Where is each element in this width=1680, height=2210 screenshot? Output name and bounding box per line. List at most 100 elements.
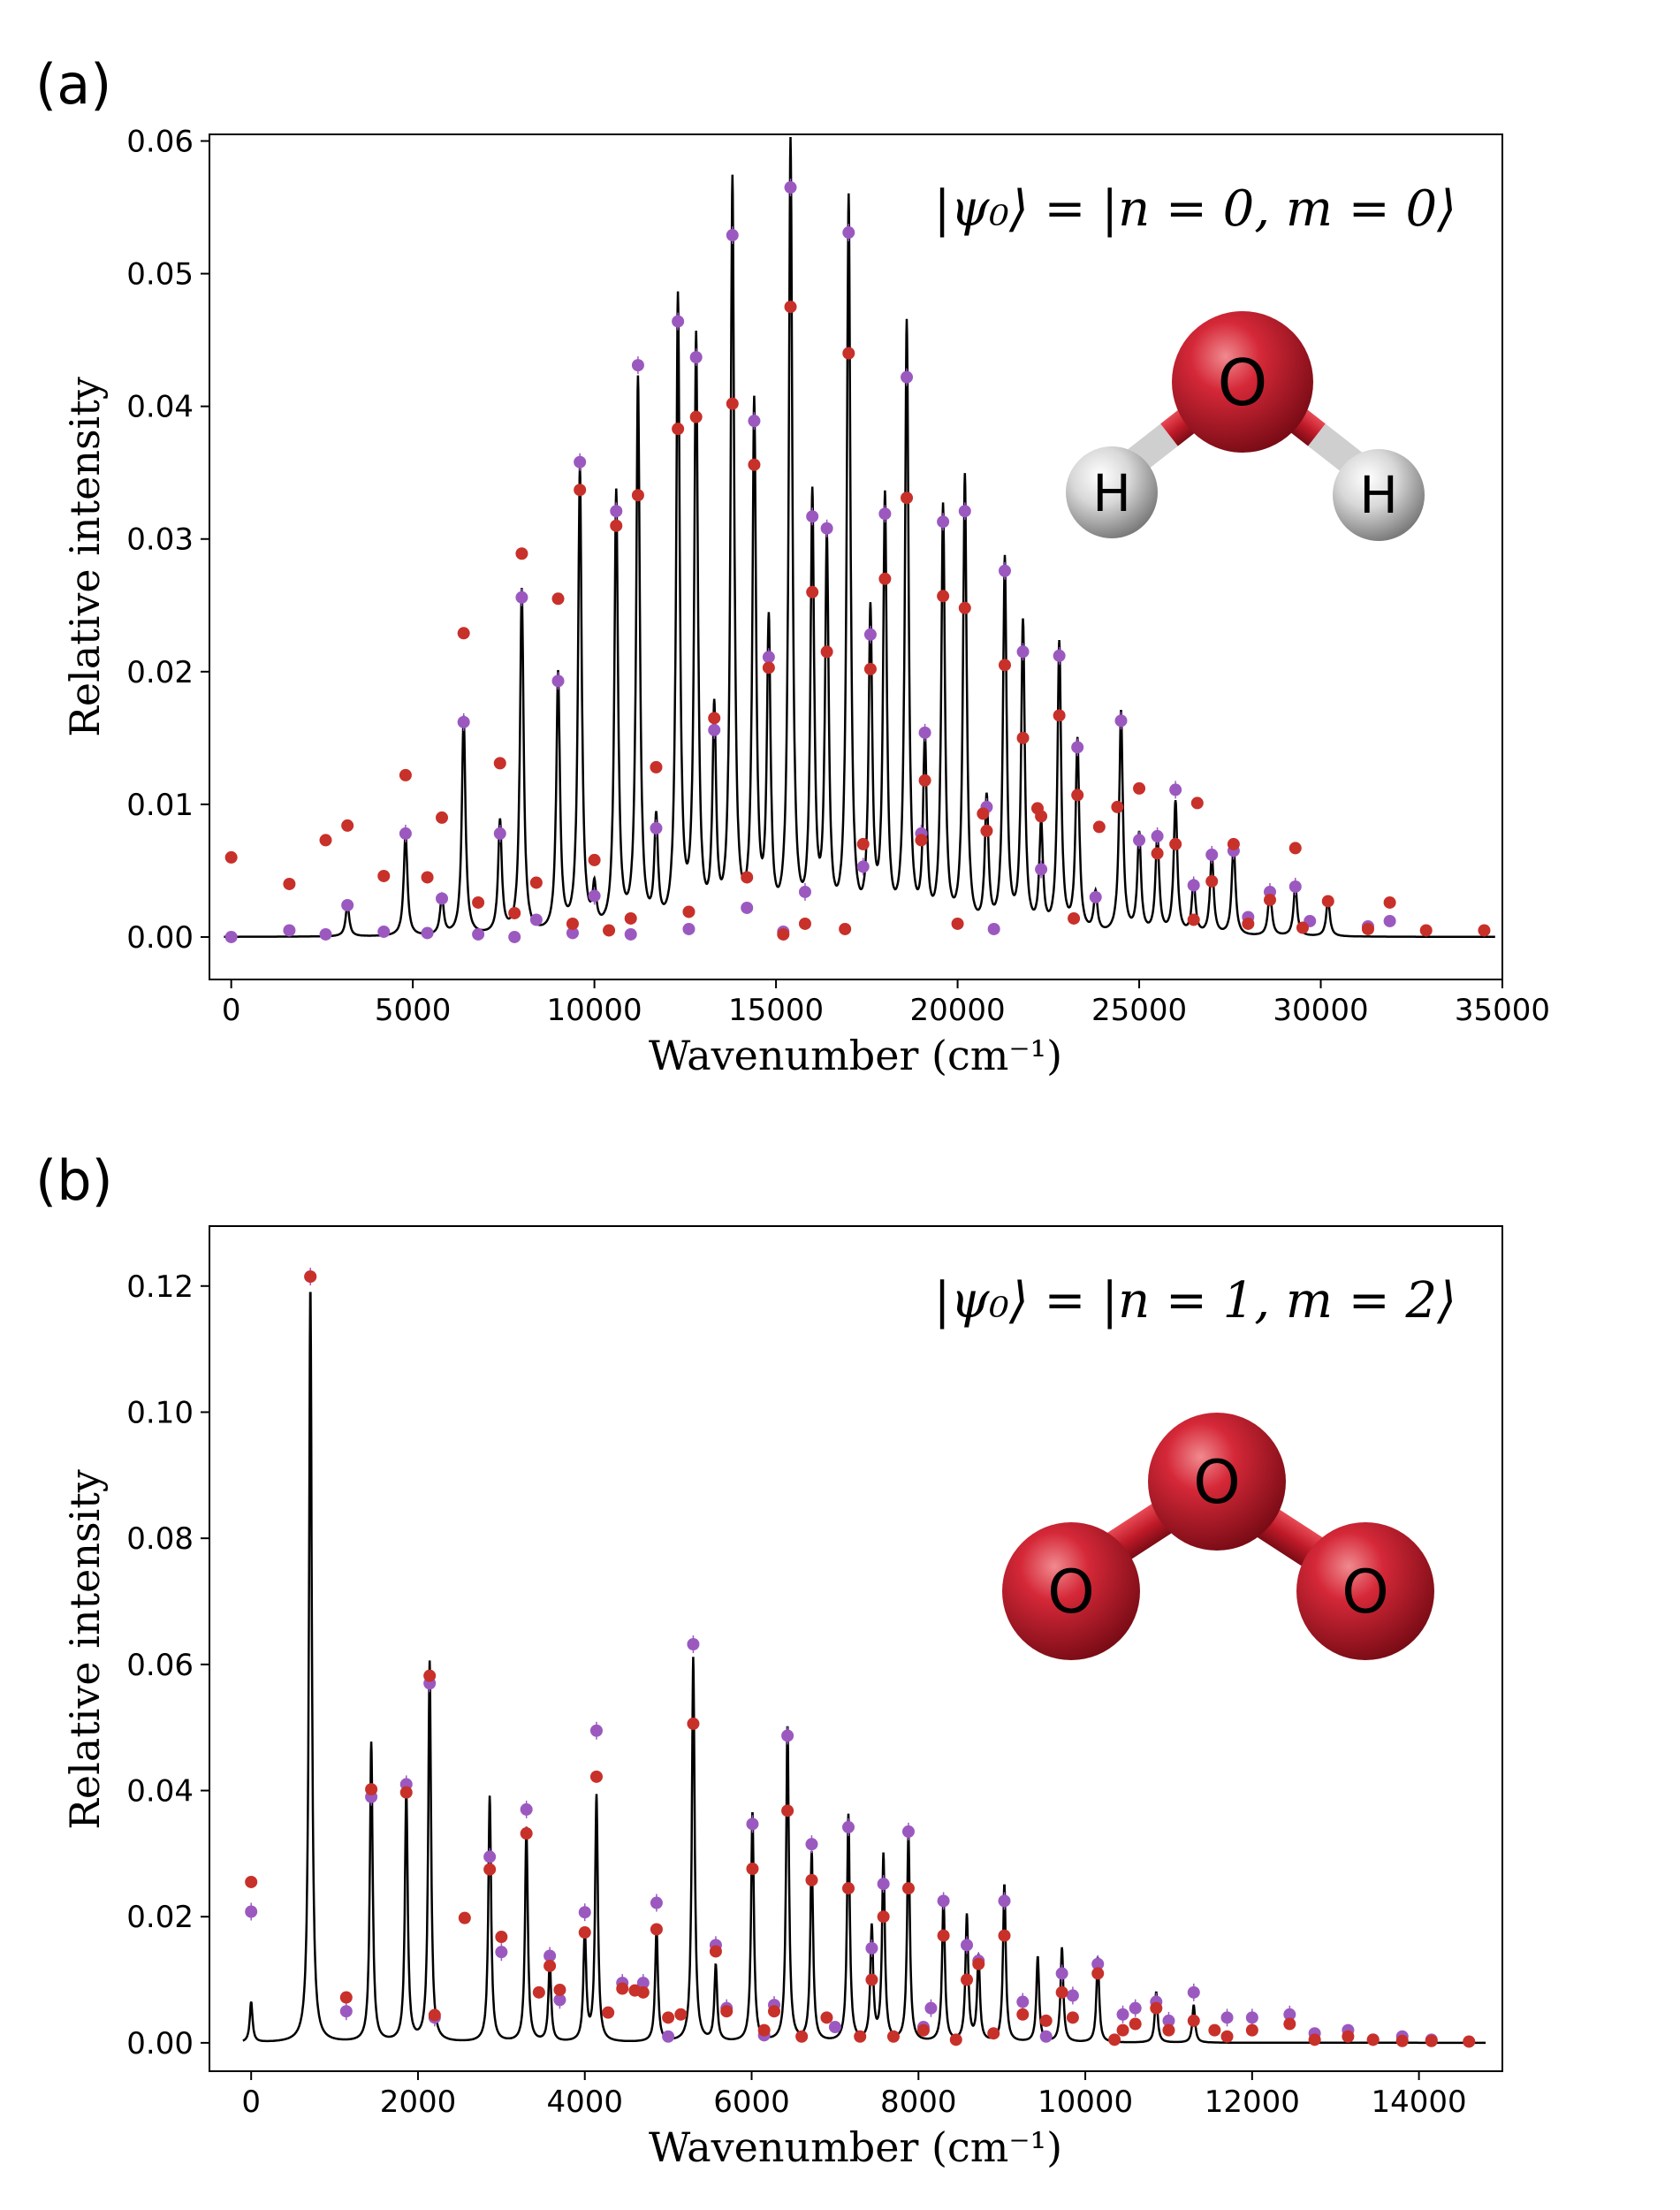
red-data-point (1071, 789, 1084, 802)
red-data-point (428, 2008, 441, 2022)
purple-data-point (1151, 829, 1164, 842)
purple-data-point (650, 1896, 663, 1909)
panel-a-series-red (224, 301, 1491, 941)
red-data-point (1162, 2023, 1175, 2037)
x-tick-label: 14000 (1372, 2084, 1467, 2120)
red-data-point (820, 645, 833, 659)
red-data-point (1227, 837, 1240, 850)
red-data-point (365, 1783, 378, 1796)
purple-data-point (1205, 848, 1219, 861)
purple-data-point (436, 892, 449, 905)
red-data-point (672, 423, 685, 436)
y-tick-label: 0.02 (126, 655, 194, 690)
red-data-point (1111, 800, 1124, 813)
red-data-point (916, 2023, 930, 2037)
x-tick-label: 10000 (1038, 2084, 1133, 2120)
red-data-point (544, 1959, 557, 1972)
red-data-point (795, 2030, 809, 2043)
red-data-point (687, 1717, 700, 1730)
purple-data-point (805, 1838, 818, 1851)
purple-data-point (689, 351, 703, 364)
red-data-point (1016, 2008, 1030, 2021)
red-data-point (762, 661, 775, 674)
red-data-point (746, 1862, 759, 1875)
purple-data-point (820, 522, 833, 535)
panel-a-plot-frame (209, 133, 1503, 980)
red-data-point (1366, 2033, 1380, 2046)
purple-data-point (1089, 890, 1102, 903)
purple-data-point (746, 1818, 759, 1831)
red-data-point (1150, 2001, 1163, 2015)
red-data-point (951, 917, 964, 930)
red-data-point (566, 917, 579, 930)
red-data-point (998, 1929, 1011, 1942)
purple-data-point (842, 226, 855, 240)
red-data-point (1463, 2035, 1476, 2048)
red-data-point (1361, 922, 1374, 935)
red-data-point (805, 1873, 818, 1886)
x-tick-label: 10000 (547, 993, 642, 1028)
red-data-point (1035, 810, 1048, 823)
red-data-point (977, 807, 990, 820)
panel-b-plot-frame (209, 1225, 1503, 2072)
red-data-point (865, 1973, 878, 1986)
ozone-atom-label-left: O (1047, 1558, 1095, 1627)
x-tick-label: 20000 (909, 993, 1005, 1028)
purple-data-point (483, 1850, 497, 1863)
purple-data-point (224, 930, 238, 943)
red-data-point (493, 757, 506, 770)
red-data-point (1283, 2017, 1296, 2031)
water-atom-label-h2: H (1359, 465, 1398, 525)
purple-data-point (578, 1906, 591, 1919)
red-data-point (1055, 1985, 1068, 1999)
purple-data-point (515, 591, 528, 604)
purple-data-point (1114, 714, 1128, 728)
red-data-point (1220, 2030, 1234, 2043)
red-data-point (1190, 796, 1204, 810)
x-tick-label: 6000 (713, 2084, 790, 2120)
purple-data-point (610, 505, 623, 518)
red-data-point (708, 712, 721, 725)
panel-b-series-red (245, 1270, 1476, 2048)
purple-data-point (687, 1638, 700, 1651)
purple-data-point (863, 628, 877, 641)
ozone-atom-label-top: O (1193, 1448, 1241, 1518)
purple-data-point (998, 564, 1011, 577)
red-data-point (508, 906, 521, 919)
ozone-molecule: O O O (1002, 1413, 1434, 1660)
red-data-point (421, 871, 434, 884)
purple-data-point (784, 181, 797, 194)
purple-data-point (865, 1941, 878, 1955)
red-data-point (1242, 917, 1255, 930)
purple-data-point (672, 315, 685, 328)
red-data-point (283, 877, 296, 890)
purple-data-point (493, 827, 506, 840)
purple-data-point (1129, 2001, 1142, 2015)
red-data-point (1245, 2023, 1258, 2037)
red-data-point (674, 2008, 688, 2021)
purple-data-point (1169, 783, 1182, 796)
red-data-point (949, 2033, 962, 2046)
purple-data-point (339, 2005, 353, 2018)
y-tick-label: 0.08 (126, 1521, 194, 1557)
panel-a-label: (a) (35, 52, 111, 117)
red-data-point (878, 572, 892, 585)
red-data-point (877, 1910, 890, 1924)
purple-data-point (1187, 879, 1200, 892)
purple-data-point (1220, 2011, 1234, 2024)
water-atom-label-o: O (1218, 346, 1268, 420)
hydrogen-atom-icon (1333, 449, 1425, 541)
y-tick-label: 0.04 (126, 1774, 194, 1810)
purple-data-point (1035, 863, 1048, 876)
red-data-point (341, 819, 354, 832)
red-data-point (423, 1669, 437, 1682)
purple-data-point (1283, 2008, 1296, 2021)
purple-data-point (520, 1802, 533, 1816)
red-data-point (650, 1923, 663, 1936)
red-data-point (842, 1882, 855, 1895)
red-data-point (901, 1882, 915, 1895)
red-data-point (529, 876, 543, 889)
x-tick-label: 15000 (728, 993, 824, 1028)
red-data-point (1108, 2033, 1121, 2046)
purple-data-point (1016, 645, 1030, 659)
